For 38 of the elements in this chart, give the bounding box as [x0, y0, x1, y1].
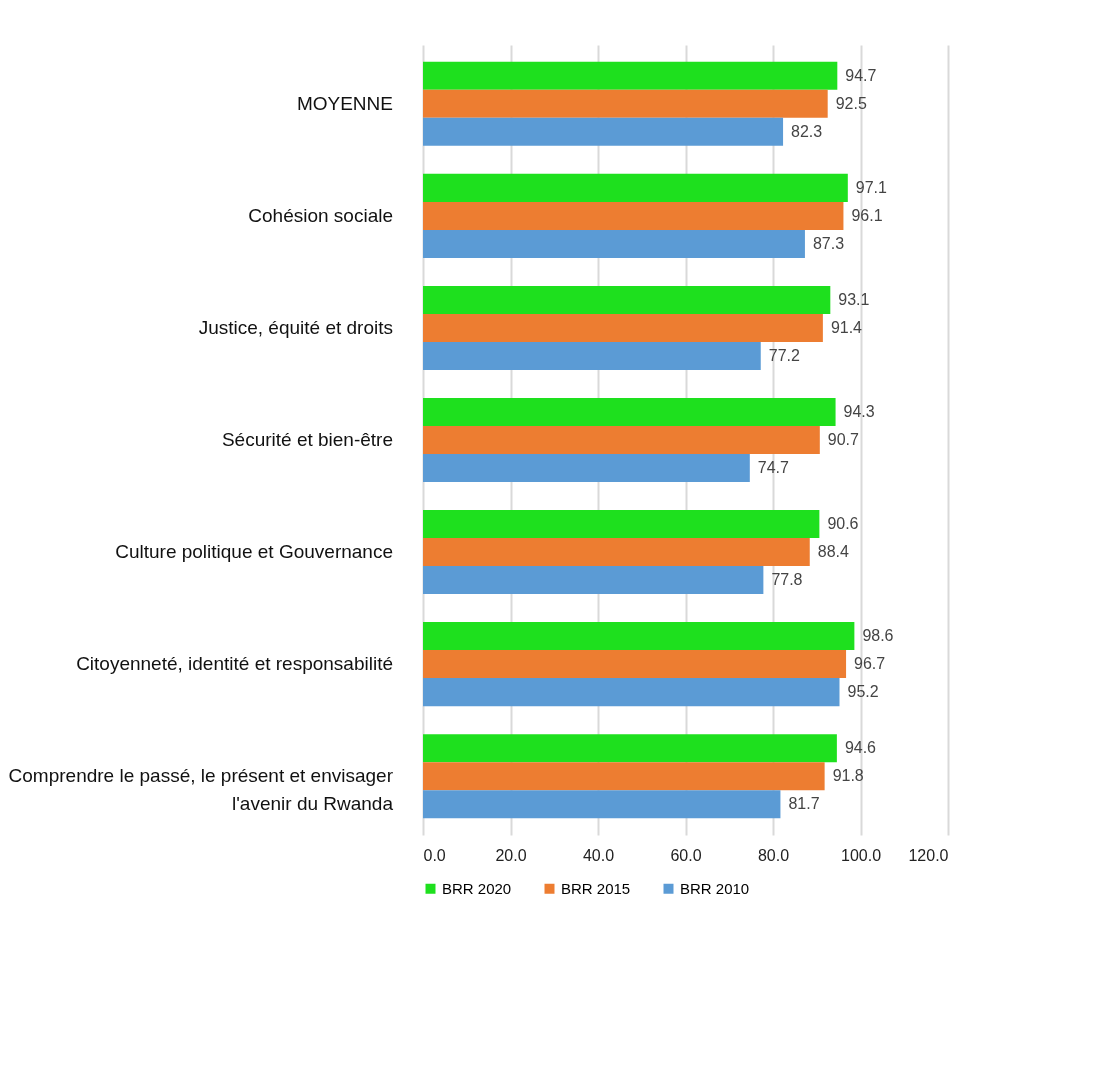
x-tick-label: 80.0 — [757, 846, 790, 864]
data-label: 81.7 — [788, 795, 820, 813]
data-label: 94.3 — [843, 402, 875, 420]
x-tick-label: 40.0 — [582, 846, 615, 864]
data-label: 77.2 — [768, 346, 800, 364]
legend-label: BRR 2010 — [680, 879, 750, 897]
y-tick-label: Culture politique et Gouvernance — [115, 541, 393, 563]
x-tick-label: 60.0 — [670, 846, 702, 864]
data-label: 98.6 — [862, 627, 894, 645]
y-tick-label: Comprendre le passé, le présent et envisager l'avenir du Rwanda — [8, 765, 394, 815]
y-tick-label: Justice, équité et droits — [198, 316, 393, 338]
data-label: 93.1 — [838, 290, 870, 308]
data-label: 95.2 — [847, 683, 879, 701]
data-label: 90.6 — [827, 515, 859, 533]
legend-label: BRR 2015 — [561, 879, 631, 897]
x-tick-label: 0.0 — [423, 846, 446, 864]
data-label: 88.4 — [817, 543, 849, 561]
data-label: 91.4 — [830, 318, 863, 336]
data-label: 94.7 — [845, 66, 877, 84]
legend-label: BRR 2020 — [442, 879, 512, 897]
x-tick-label: 120.0 — [908, 846, 949, 864]
data-label: 82.3 — [791, 122, 823, 140]
x-tick-label: 100.0 — [840, 846, 882, 864]
data-label: 96.7 — [854, 655, 886, 673]
y-tick-label: Sécurité et bien-être — [221, 429, 393, 450]
y-tick-label: MOYENNE — [296, 92, 393, 114]
data-label: 97.1 — [855, 178, 888, 196]
data-label: 77.8 — [771, 571, 803, 589]
y-tick-label: Citoyenneté, identité et responsabilité — [76, 653, 393, 675]
x-tick-label: 20.0 — [495, 846, 527, 864]
data-label: 74.7 — [757, 459, 790, 477]
data-label: 92.5 — [835, 94, 867, 112]
data-label: 87.3 — [812, 234, 845, 252]
y-tick-label: Cohésion sociale — [248, 204, 393, 226]
data-label: 94.6 — [844, 739, 877, 757]
data-label: 96.1 — [851, 206, 883, 224]
data-label: 90.7 — [827, 431, 860, 448]
data-label: 91.8 — [832, 767, 864, 785]
